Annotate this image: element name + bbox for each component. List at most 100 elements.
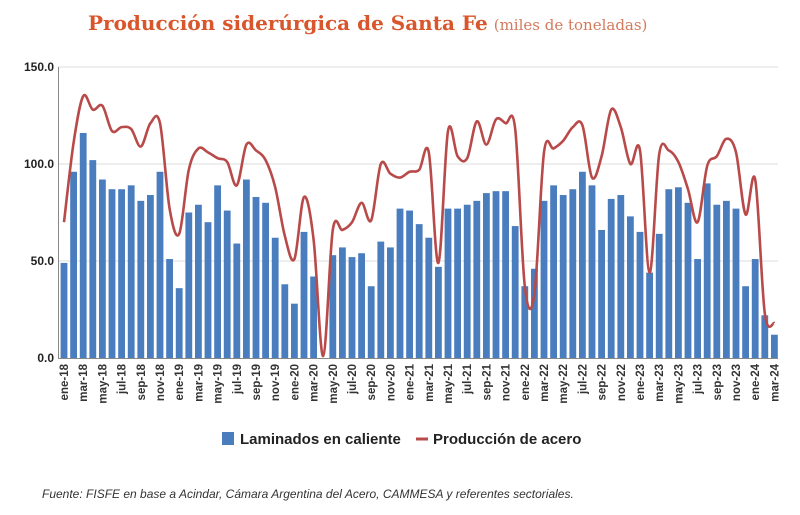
bar-abr-21: [435, 266, 442, 358]
bar-may-23: [675, 187, 682, 358]
x-tick-label: may-20: [328, 364, 340, 404]
x-tick-label: nov-23: [731, 364, 743, 401]
bar-ene-23: [636, 231, 644, 358]
bar-nov-19: [271, 237, 279, 358]
bar-ene-20: [291, 303, 298, 358]
x-tick-label: mar-22: [539, 364, 551, 402]
bar-ago-18: [127, 185, 135, 358]
bar-jun-18: [108, 189, 116, 358]
bar-jul-21: [463, 204, 471, 358]
bar-feb-19: [185, 212, 193, 358]
x-tick-label: may-23: [673, 364, 685, 404]
bar-abr-22: [550, 185, 557, 358]
x-tick-label: sep-18: [136, 363, 148, 400]
bar-ene-19: [175, 288, 183, 358]
series-line-produccion-acero: [62, 93, 776, 358]
x-tick-label: ene-20: [289, 364, 301, 400]
bar-ene-22: [521, 286, 529, 358]
x-tick-label: nov-21: [501, 363, 513, 401]
bar-jun-22: [569, 189, 577, 358]
chart-subtitle: (miles de toneladas): [494, 16, 648, 34]
bar-may-18: [99, 179, 106, 358]
bar-jun-19: [223, 210, 231, 358]
x-tick-label: jul-18: [117, 363, 129, 395]
bar-oct-21: [492, 191, 500, 358]
bar-ene-24: [751, 259, 759, 358]
bar-jul-22: [579, 171, 586, 358]
bar-oct-22: [607, 198, 615, 358]
x-tick-label: jul-23: [693, 364, 705, 395]
x-tick-label: nov-18: [155, 363, 167, 401]
x-tick-label: ene-19: [174, 364, 186, 400]
bar-dic-19: [281, 284, 289, 358]
bar-ene-18: [60, 262, 68, 358]
y-tick-label: 0.0: [37, 351, 54, 365]
x-tick-label: jul-21: [462, 363, 474, 395]
bar-abr-19: [204, 222, 212, 358]
bar-jul-18: [118, 189, 125, 358]
x-tick-label: ene-23: [635, 364, 647, 400]
bar-nov-23: [732, 208, 740, 358]
bar-dic-20: [396, 208, 404, 358]
x-tick-label: ene-21: [405, 363, 417, 400]
legend-swatch-laminados: [222, 432, 234, 445]
bar-ago-21: [473, 200, 481, 358]
x-tick-label: mar-23: [654, 364, 666, 402]
x-tick-label: ene-22: [520, 364, 532, 400]
x-tick-label: mar-21: [424, 363, 436, 401]
x-tick-label: jul-19: [232, 364, 244, 395]
bar-feb-22: [531, 268, 538, 358]
bar-nov-18: [156, 171, 164, 358]
bar-sep-19: [252, 196, 260, 358]
x-tick-label: ene-18: [59, 363, 71, 400]
bar-jul-20: [348, 257, 356, 358]
chart-title: Producción siderúrgica de Santa Fe: [88, 11, 488, 35]
x-tick-label: mar-18: [78, 363, 90, 401]
bar-nov-20: [387, 247, 394, 358]
bar-jun-23: [684, 202, 692, 358]
x-tick-label: may-19: [213, 364, 225, 404]
bar-mar-18: [79, 132, 87, 358]
bar-mar-21: [425, 237, 433, 358]
x-tick-label: may-22: [558, 364, 570, 404]
bar-feb-21: [415, 224, 423, 358]
bar-nov-22: [617, 195, 625, 358]
bar-dic-18: [166, 259, 173, 358]
x-tick-label: mar-20: [309, 364, 321, 402]
bar-may-19: [214, 185, 221, 358]
legend: Laminados en caliente Producción de acer…: [222, 431, 581, 448]
bar-oct-23: [723, 200, 730, 358]
x-tick-label: ene-24: [750, 363, 762, 400]
bar-mar-22: [540, 200, 548, 358]
bar-jul-23: [694, 259, 701, 358]
legend-label-acero: Producción de acero: [433, 431, 581, 448]
bar-mar-20: [310, 276, 317, 358]
bar-mar-19: [195, 204, 202, 358]
bar-ene-21: [406, 210, 413, 358]
bar-nov-21: [502, 191, 509, 358]
x-tick-label: sep-21: [481, 363, 493, 400]
bar-dic-23: [742, 286, 749, 358]
x-tick-label: mar-19: [193, 364, 205, 402]
bar-sep-23: [713, 204, 721, 358]
bar-ago-20: [358, 253, 365, 358]
bar-may-21: [444, 208, 452, 358]
bar-may-22: [559, 195, 567, 358]
bar-feb-24: [761, 315, 769, 358]
y-tick-label: 150.0: [24, 60, 54, 74]
x-tick-label: sep-19: [251, 364, 263, 400]
x-tick-label: jul-20: [347, 364, 359, 395]
bar-jun-20: [339, 247, 346, 358]
bar-oct-18: [147, 195, 154, 358]
bar-oct-20: [377, 241, 385, 358]
bar-mar-23: [655, 233, 663, 358]
x-tick-label: nov-22: [616, 364, 628, 401]
x-tick-label: may-21: [443, 363, 455, 403]
bar-sep-20: [367, 286, 375, 358]
x-tick-label: may-18: [97, 363, 109, 403]
bar-may-20: [329, 255, 337, 358]
bar-sep-21: [483, 193, 490, 358]
x-tick-label: sep-23: [712, 364, 724, 400]
bar-jul-19: [233, 243, 241, 358]
bar-ago-23: [703, 183, 711, 358]
